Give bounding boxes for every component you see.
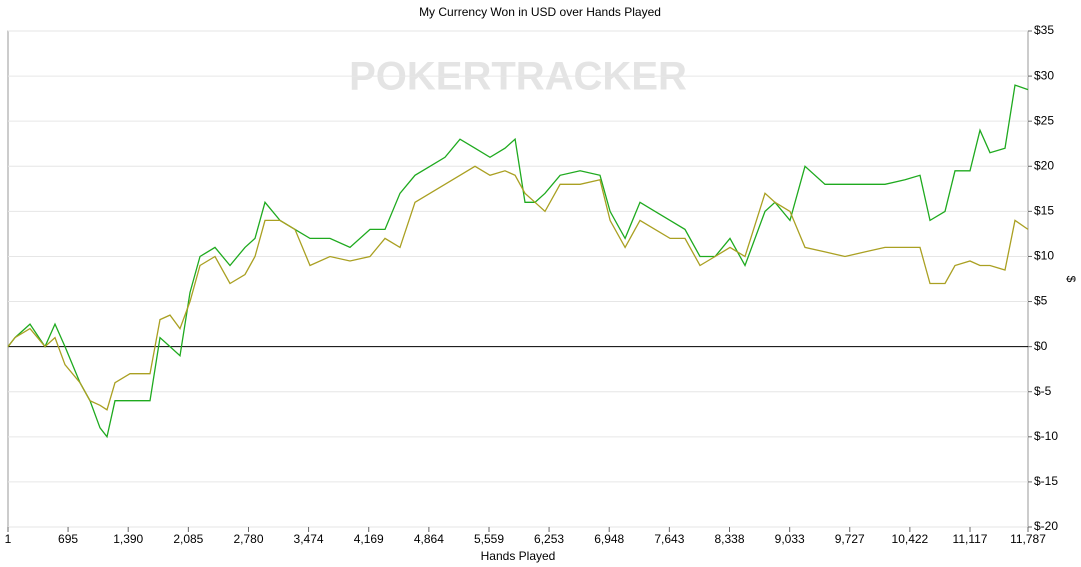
x-tick-label: 4,169 bbox=[354, 532, 384, 546]
y-axis-label: $ bbox=[1064, 276, 1078, 283]
x-axis-label: Hands Played bbox=[481, 549, 556, 563]
y-tick-label: $-20 bbox=[1034, 519, 1058, 533]
x-tick-label: 9,033 bbox=[775, 532, 805, 546]
x-tick-label: 7,643 bbox=[654, 532, 684, 546]
y-tick-label: $10 bbox=[1034, 249, 1054, 263]
x-tick-label: 2,780 bbox=[233, 532, 263, 546]
y-tick-label: $-5 bbox=[1034, 384, 1052, 398]
series-line bbox=[7, 165, 1029, 411]
y-tick-label: $20 bbox=[1034, 158, 1054, 172]
x-tick-label: 2,085 bbox=[173, 532, 203, 546]
x-tick-label: 3,474 bbox=[294, 532, 324, 546]
y-tick-label: $35 bbox=[1034, 23, 1054, 37]
x-tick-label: 1 bbox=[5, 532, 12, 546]
x-tick-label: 10,422 bbox=[892, 532, 929, 546]
y-tick-label: $5 bbox=[1034, 294, 1048, 308]
y-tick-label: $0 bbox=[1034, 339, 1048, 353]
x-tick-label: 1,390 bbox=[113, 532, 143, 546]
y-tick-label: $25 bbox=[1034, 113, 1054, 127]
y-tick-label: $-15 bbox=[1034, 474, 1058, 488]
x-tick-label: 5,559 bbox=[474, 532, 504, 546]
plot-frame bbox=[7, 30, 1029, 528]
x-tick-label: 11,117 bbox=[953, 532, 988, 546]
x-tick-label: 4,864 bbox=[414, 532, 444, 546]
x-tick-label: 6,948 bbox=[594, 532, 624, 546]
y-tick-label: $30 bbox=[1034, 68, 1054, 82]
x-tick-label: 6,253 bbox=[534, 532, 564, 546]
y-tick-label: $15 bbox=[1034, 204, 1054, 218]
x-tick-label: 8,338 bbox=[714, 532, 744, 546]
chart-title: My Currency Won in USD over Hands Played bbox=[419, 5, 661, 19]
x-tick-label: 11,787 bbox=[1010, 532, 1046, 546]
x-tick-label: 9,727 bbox=[835, 532, 865, 546]
y-tick-label: $-10 bbox=[1034, 429, 1058, 443]
x-tick-label: 695 bbox=[58, 532, 78, 546]
series-line bbox=[7, 84, 1029, 439]
